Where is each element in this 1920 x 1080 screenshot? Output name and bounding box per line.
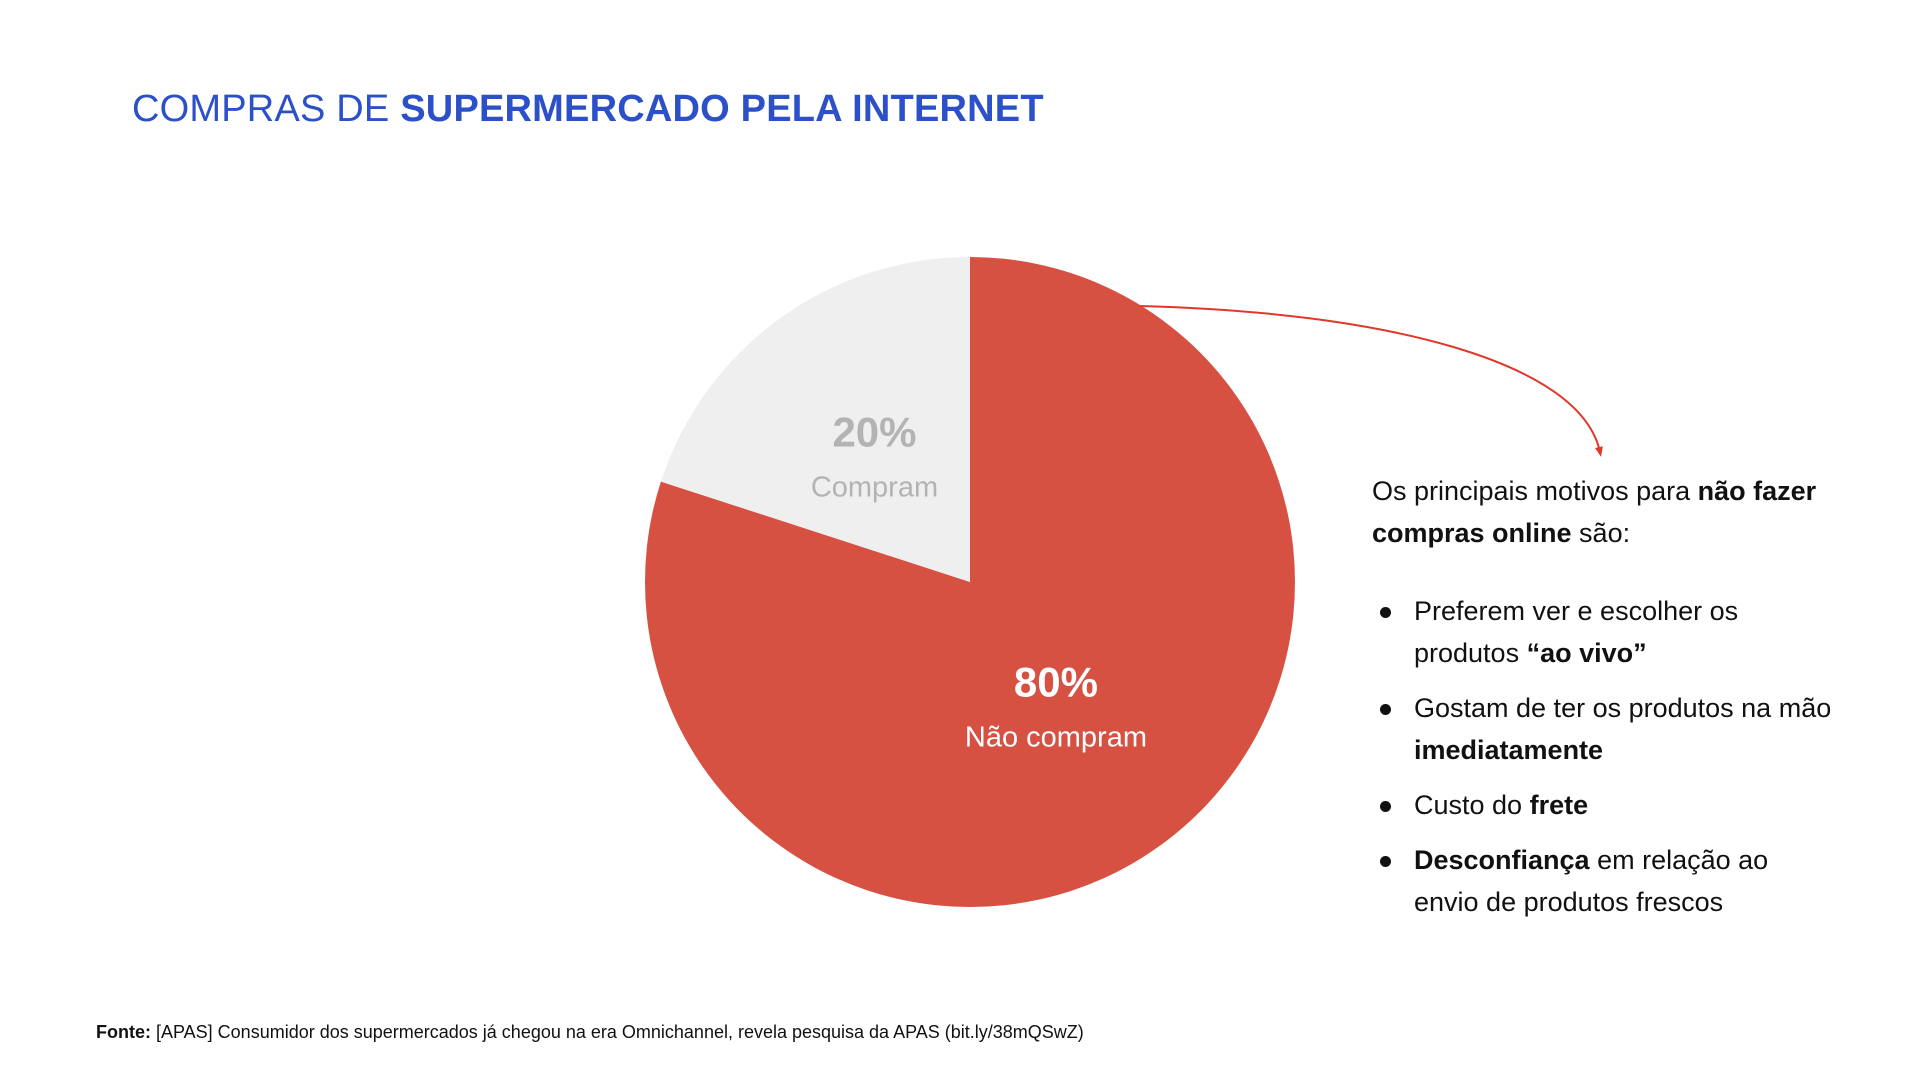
slice-category-label: Não compram <box>965 721 1147 753</box>
reason-text: Preferem ver e escolher os produtos <box>1414 596 1739 668</box>
page-title: COMPRAS DE SUPERMERCADO PELA INTERNET <box>132 88 1044 131</box>
reason-text-end: em relação ao envio de produtos frescos <box>1414 845 1769 917</box>
reason-item: Desconfiança em relação ao envio de prod… <box>1372 839 1832 923</box>
reason-item: Preferem ver e escolher os produtos “ao … <box>1372 590 1832 674</box>
reasons-panel: Os principais motivos para não fazer com… <box>1372 470 1832 936</box>
reason-item: Custo do frete <box>1372 784 1832 826</box>
bullet-icon <box>1380 856 1391 867</box>
title-regular: COMPRAS DE <box>132 88 401 130</box>
intro-bold-text: não fazer compras online <box>1372 476 1817 548</box>
pie-labels: 80% Não compram 20% Compram <box>811 409 1147 754</box>
pie-slice-compram <box>660 257 970 582</box>
source-text: [APAS] Consumidor dos supermercados já c… <box>150 1022 1084 1042</box>
reason-bold-text: Desconfiança <box>1414 845 1590 875</box>
slice-category-label: Compram <box>811 472 938 504</box>
reasons-intro: Os principais motivos para não fazer com… <box>1372 470 1832 554</box>
source-label: Fonte: <box>96 1022 151 1042</box>
reason-text: Gostam de ter os produtos na mão <box>1414 693 1832 723</box>
reason-text: Custo do <box>1414 790 1530 820</box>
reason-item: Gostam de ter os produtos na mão imediat… <box>1372 687 1832 771</box>
reason-bold-text: “ao vivo” <box>1526 638 1647 668</box>
title-bold: SUPERMERCADO PELA INTERNET <box>400 88 1044 130</box>
reason-bold-text: frete <box>1529 790 1589 820</box>
callout-arrow <box>1139 305 1603 457</box>
source-note: Fonte: [APAS] Consumidor dos supermercad… <box>96 1022 1084 1043</box>
slice-value-label: 80% <box>1014 658 1098 705</box>
bullet-icon <box>1380 801 1391 812</box>
pie-slices <box>645 257 1295 907</box>
reason-bold-text: imediatamente <box>1414 735 1604 765</box>
intro-text-end: são: <box>1571 518 1631 548</box>
intro-text: Os principais motivos para <box>1372 476 1698 506</box>
bullet-icon <box>1380 607 1391 618</box>
slice-value-label: 20% <box>832 409 916 456</box>
reasons-list: Preferem ver e escolher os produtos “ao … <box>1372 590 1832 923</box>
bullet-icon <box>1380 704 1391 715</box>
